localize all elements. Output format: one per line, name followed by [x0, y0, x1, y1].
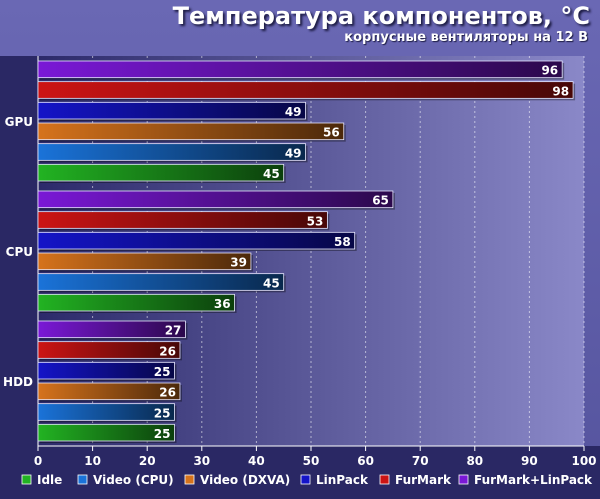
x-tick-label: 20	[139, 454, 156, 468]
category-label: GPU	[5, 115, 33, 129]
x-tick-label: 90	[521, 454, 538, 468]
x-tick-label: 80	[466, 454, 483, 468]
bar	[37, 163, 285, 182]
legend-swatch	[379, 474, 390, 485]
legend-label: LinPack	[316, 473, 369, 487]
bar-value-label: 96	[541, 64, 558, 78]
bar-value-label: 36	[214, 297, 231, 311]
bar	[37, 231, 356, 250]
legend-label: FurMark+LinPack	[474, 473, 593, 487]
bar-value-label: 45	[263, 167, 280, 181]
bar-value-label: 49	[285, 105, 302, 119]
legend-swatch	[458, 474, 469, 485]
x-tick-label: 60	[357, 454, 374, 468]
bar	[37, 143, 306, 161]
bar	[37, 293, 235, 312]
bar	[37, 273, 285, 291]
bar-value-label: 39	[230, 256, 247, 270]
bar	[37, 81, 574, 99]
bar	[37, 403, 175, 421]
bar	[37, 122, 345, 141]
bar	[37, 382, 181, 401]
bar-value-label: 98	[552, 84, 569, 98]
legend-swatch	[77, 474, 88, 485]
legend-label: Video (CPU)	[93, 473, 174, 487]
x-tick-label: 30	[193, 454, 210, 468]
bar-value-label: 25	[154, 365, 171, 379]
x-tick-label: 0	[34, 454, 42, 468]
bar-value-label: 49	[285, 146, 302, 160]
bar	[37, 60, 563, 79]
chart-title: Температура компонентов, °C	[172, 2, 590, 30]
bar	[37, 341, 181, 359]
bar-value-label: 56	[323, 126, 340, 140]
legend-label: Video (DXVA)	[200, 473, 290, 487]
category-label: CPU	[6, 245, 33, 259]
category-label: HDD	[3, 375, 33, 389]
x-tick-label: 100	[571, 454, 596, 468]
bar-value-label: 26	[159, 386, 176, 400]
x-tick-label: 50	[303, 454, 320, 468]
bar	[37, 361, 175, 380]
bar	[37, 101, 306, 120]
y-axis-band	[0, 56, 38, 446]
bar-value-label: 26	[159, 344, 176, 358]
bar-value-label: 65	[372, 194, 389, 208]
bar-value-label: 58	[334, 235, 351, 249]
bar-value-label: 45	[263, 276, 280, 290]
bar	[37, 252, 252, 271]
legend-label: Idle	[37, 473, 62, 487]
legend-swatch	[184, 474, 195, 485]
legend-swatch	[21, 474, 32, 485]
bar	[37, 190, 394, 209]
legend-label: FurMark	[395, 473, 452, 487]
x-tick-label: 70	[412, 454, 429, 468]
bar	[37, 320, 186, 339]
bar-value-label: 27	[165, 324, 182, 338]
legend-swatch	[300, 474, 311, 485]
bar-value-label: 25	[154, 406, 171, 420]
x-tick-label: 10	[84, 454, 101, 468]
bar-value-label: 25	[154, 427, 171, 441]
bar	[37, 423, 175, 442]
x-tick-label: 40	[248, 454, 265, 468]
x-axis-band	[0, 446, 600, 499]
bar	[37, 211, 328, 229]
chart-subtitle: корпусные вентиляторы на 12 В	[344, 30, 588, 45]
bar-value-label: 53	[307, 214, 324, 228]
